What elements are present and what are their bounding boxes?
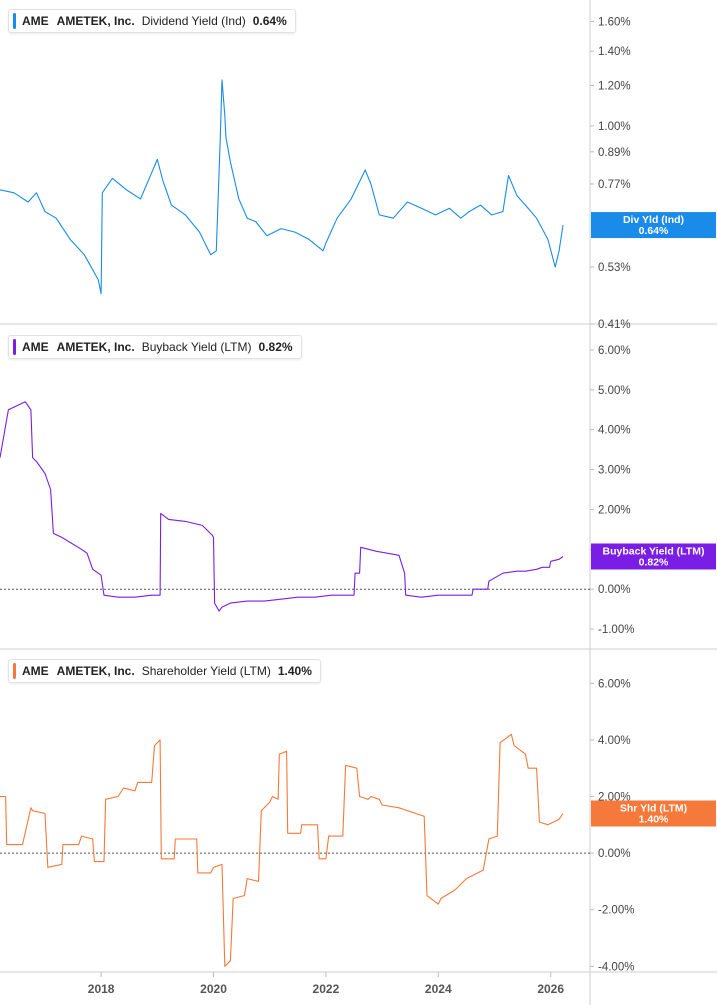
zero-lines [0, 588, 590, 854]
y-tick-label: 0.00% [598, 584, 631, 596]
value-tag-title: Div Yld (Ind) [623, 214, 684, 226]
y-tick-label: 2.00% [598, 504, 631, 516]
x-tick-label: 2026 [537, 982, 564, 996]
legend-value: 0.64% [252, 14, 287, 28]
value-tag-title: Shr Yld (LTM) [620, 803, 687, 815]
y-tick-label: 0.00% [598, 848, 631, 860]
legend-value: 0.82% [258, 340, 293, 354]
y-tick-label: -1.00% [598, 624, 634, 636]
y-tick-label: 1.60% [598, 16, 631, 28]
value-tags: Div Yld (Ind)0.64% Buyback Yield (LTM)0.8… [591, 212, 716, 827]
y-tick-label: -2.00% [598, 905, 634, 917]
y-tick-label: 3.00% [598, 465, 631, 477]
legend-ticker: AME [22, 664, 49, 678]
y-tick-label: 1.20% [598, 80, 631, 92]
legend-swatch [13, 339, 16, 355]
legend-value: 1.40% [277, 664, 312, 678]
legend-ticker: AME [22, 340, 49, 354]
y-tick-label: 0.89% [598, 147, 631, 159]
legend-metric: Buyback Yield (LTM) [141, 340, 252, 354]
y-tick-label: 4.00% [598, 735, 631, 747]
value-tag-title: Buyback Yield (LTM) [603, 545, 705, 557]
value-tag [591, 543, 716, 570]
y-tick-label: 0.53% [598, 262, 631, 274]
y-tick-label: 0.77% [598, 179, 631, 191]
y-tick-label: 5.00% [598, 385, 631, 397]
legend-shareholder-yield[interactable]: AME AMETEK, Inc. Shareholder Yield (LTM)… [8, 659, 321, 683]
legend-dividend-yield[interactable]: AME AMETEK, Inc. Dividend Yield (Ind) 0.… [8, 9, 296, 33]
y-tick-label: 4.00% [598, 425, 631, 437]
legend-company: AMETEK, Inc. [56, 340, 135, 354]
legend-swatch [13, 663, 16, 679]
legend-company: AMETEK, Inc. [56, 14, 135, 28]
x-axis-ticks: 2018 2020 2022 2024 2026 [88, 972, 564, 996]
y-axis-ticks: 0.41% 0.53% 0.77% 0.89% 1.00% 1.20% 1.40% 1.60%… [590, 16, 634, 973]
y-tick-label: -4.00% [598, 961, 634, 973]
legend-ticker: AME [22, 14, 49, 28]
series-lines [0, 79, 564, 967]
value-tag [591, 212, 716, 239]
value-tag [591, 800, 716, 827]
series-line [0, 401, 564, 612]
y-tick-label: 6.00% [598, 678, 631, 690]
x-tick-label: 2020 [200, 982, 227, 996]
value-tag-value: 0.64% [639, 225, 669, 237]
legend-buyback-yield[interactable]: AME AMETEK, Inc. Buyback Yield (LTM) 0.8… [8, 335, 302, 359]
legend-metric: Shareholder Yield (LTM) [141, 664, 271, 678]
x-tick-label: 2018 [88, 982, 115, 996]
value-tag-value: 0.82% [639, 556, 669, 568]
series-line [0, 79, 564, 295]
value-tag-value: 1.40% [639, 814, 669, 826]
series-line [0, 733, 564, 967]
y-tick-label: 6.00% [598, 345, 631, 357]
legend-swatch [13, 13, 16, 29]
legend-metric: Dividend Yield (Ind) [141, 14, 246, 28]
x-tick-label: 2022 [313, 982, 340, 996]
legend-company: AMETEK, Inc. [56, 664, 135, 678]
y-tick-label: 0.41% [598, 319, 631, 331]
y-tick-label: 1.40% [598, 46, 631, 58]
x-tick-label: 2024 [425, 982, 452, 996]
y-tick-label: 1.00% [598, 121, 631, 133]
